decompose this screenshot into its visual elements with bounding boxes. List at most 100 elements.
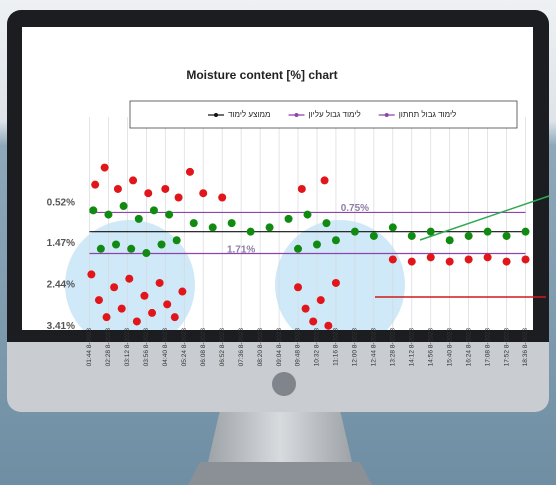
scatter-point <box>446 236 454 244</box>
scatter-point <box>302 305 310 313</box>
scatter-point <box>484 228 492 236</box>
y-tick-label: 2.44% <box>47 279 75 290</box>
scatter-point <box>171 313 179 321</box>
scatter-point <box>317 296 325 304</box>
power-button <box>272 372 296 396</box>
scatter-point <box>133 317 141 325</box>
x-tick-label: 12:00 8-2023 <box>352 328 359 367</box>
legend-label: ממוצע לימוד <box>228 110 270 119</box>
scatter-point <box>95 296 103 304</box>
scatter-point <box>178 288 186 296</box>
scatter-point <box>294 283 302 291</box>
scatter-point <box>91 181 99 189</box>
scatter-point <box>465 255 473 263</box>
annotation: 1.71% <box>227 244 255 255</box>
scatter-point <box>163 300 171 308</box>
scatter-point <box>87 270 95 278</box>
scatter-point <box>370 232 378 240</box>
scatter-point <box>247 228 255 236</box>
scatter-point <box>135 215 143 223</box>
scatter-point <box>503 258 511 266</box>
scatter-point <box>332 236 340 244</box>
scatter-point <box>313 241 321 249</box>
scatter-point <box>309 317 317 325</box>
x-tick-label: 03:12 8-2023 <box>124 328 131 367</box>
stand-neck <box>208 410 352 462</box>
annotation: 0.75% <box>341 203 369 214</box>
scatter-point <box>322 219 330 227</box>
x-tick-label: 09:48 8-2023 <box>295 328 302 367</box>
scatter-point <box>304 211 312 219</box>
scatter-point <box>165 211 173 219</box>
scatter-point <box>389 255 397 263</box>
stand-base <box>188 462 372 485</box>
x-tick-label: 08:20 8-2023 <box>257 328 264 367</box>
scatter-point <box>321 176 329 184</box>
scatter-point <box>228 219 236 227</box>
chart-title: Moisture content [%] chart <box>186 68 337 82</box>
x-tick-label: 06:52 8-2023 <box>219 328 226 367</box>
x-tick-label: 14:56 8-2023 <box>427 328 434 367</box>
x-tick-label: 09:04 8-2023 <box>276 328 283 367</box>
scatter-point <box>209 223 217 231</box>
scatter-point <box>522 255 530 263</box>
scatter-point <box>389 223 397 231</box>
scatter-point <box>446 258 454 266</box>
x-tick-label: 17:08 8-2023 <box>484 328 491 367</box>
scatter-point <box>158 241 166 249</box>
scatter-point <box>332 279 340 287</box>
legend-dot <box>385 113 389 117</box>
scatter-point <box>97 245 105 253</box>
y-tick-label: 3.41% <box>47 321 75 332</box>
scatter-point <box>298 185 306 193</box>
scatter-point <box>110 283 118 291</box>
scatter-point <box>408 232 416 240</box>
scatter-point <box>118 305 126 313</box>
x-tick-label: 14:12 8-2023 <box>408 328 415 367</box>
scatter-point <box>114 185 122 193</box>
scatter-point <box>408 258 416 266</box>
scatter-point <box>190 219 198 227</box>
scatter-point <box>104 211 112 219</box>
scatter-point <box>161 185 169 193</box>
scatter-point <box>266 223 274 231</box>
x-tick-label: 05:24 8-2023 <box>181 328 188 367</box>
scatter-point <box>285 215 293 223</box>
scatter-point <box>186 168 194 176</box>
scatter-point <box>294 245 302 253</box>
x-tick-label: 04:40 8-2023 <box>162 328 169 367</box>
scatter-point <box>101 164 109 172</box>
scatter-point <box>351 228 359 236</box>
scatter-point <box>199 189 207 197</box>
x-tick-label: 17:52 8-2023 <box>503 328 510 367</box>
x-tick-label: 11:16 8-2023 <box>333 328 340 366</box>
scatter-point <box>503 232 511 240</box>
scatter-point <box>127 245 135 253</box>
scatter-point <box>156 279 164 287</box>
scatter-point <box>142 249 150 257</box>
scatter-point <box>144 189 152 197</box>
scatter-point <box>129 176 137 184</box>
x-tick-label: 12:44 8-2023 <box>371 328 378 367</box>
scatter-point <box>150 206 158 214</box>
scatter-point <box>484 253 492 261</box>
x-tick-label: 02:28 8-2023 <box>105 328 112 367</box>
screenshot: Moisture content [%] chart ממוצע לימוד לי… <box>0 0 556 485</box>
scatter-point <box>465 232 473 240</box>
x-tick-label: 18:36 8-2023 <box>522 328 529 367</box>
legend-label: לימוד גבול עליון <box>308 110 360 119</box>
scatter-point <box>148 309 156 317</box>
legend: ממוצע לימוד לימוד גבול עליון לימוד גבול תח… <box>208 110 456 119</box>
scatter-point <box>125 275 133 283</box>
legend-dot <box>294 113 298 117</box>
scatter-point <box>140 292 148 300</box>
x-tick-label: 15:40 8-2023 <box>446 328 453 367</box>
x-tick-label: 07:36 8-2023 <box>238 328 245 367</box>
legend-label: לימוד גבול תחתון <box>399 110 457 119</box>
y-tick-label: 1.47% <box>47 238 75 249</box>
scatter-point <box>324 322 332 330</box>
scatter-point <box>103 313 111 321</box>
scatter-point <box>218 193 226 201</box>
x-tick-label: 03:56 8-2023 <box>143 328 150 367</box>
x-tick-label: 01:44 8-2023 <box>86 328 93 367</box>
